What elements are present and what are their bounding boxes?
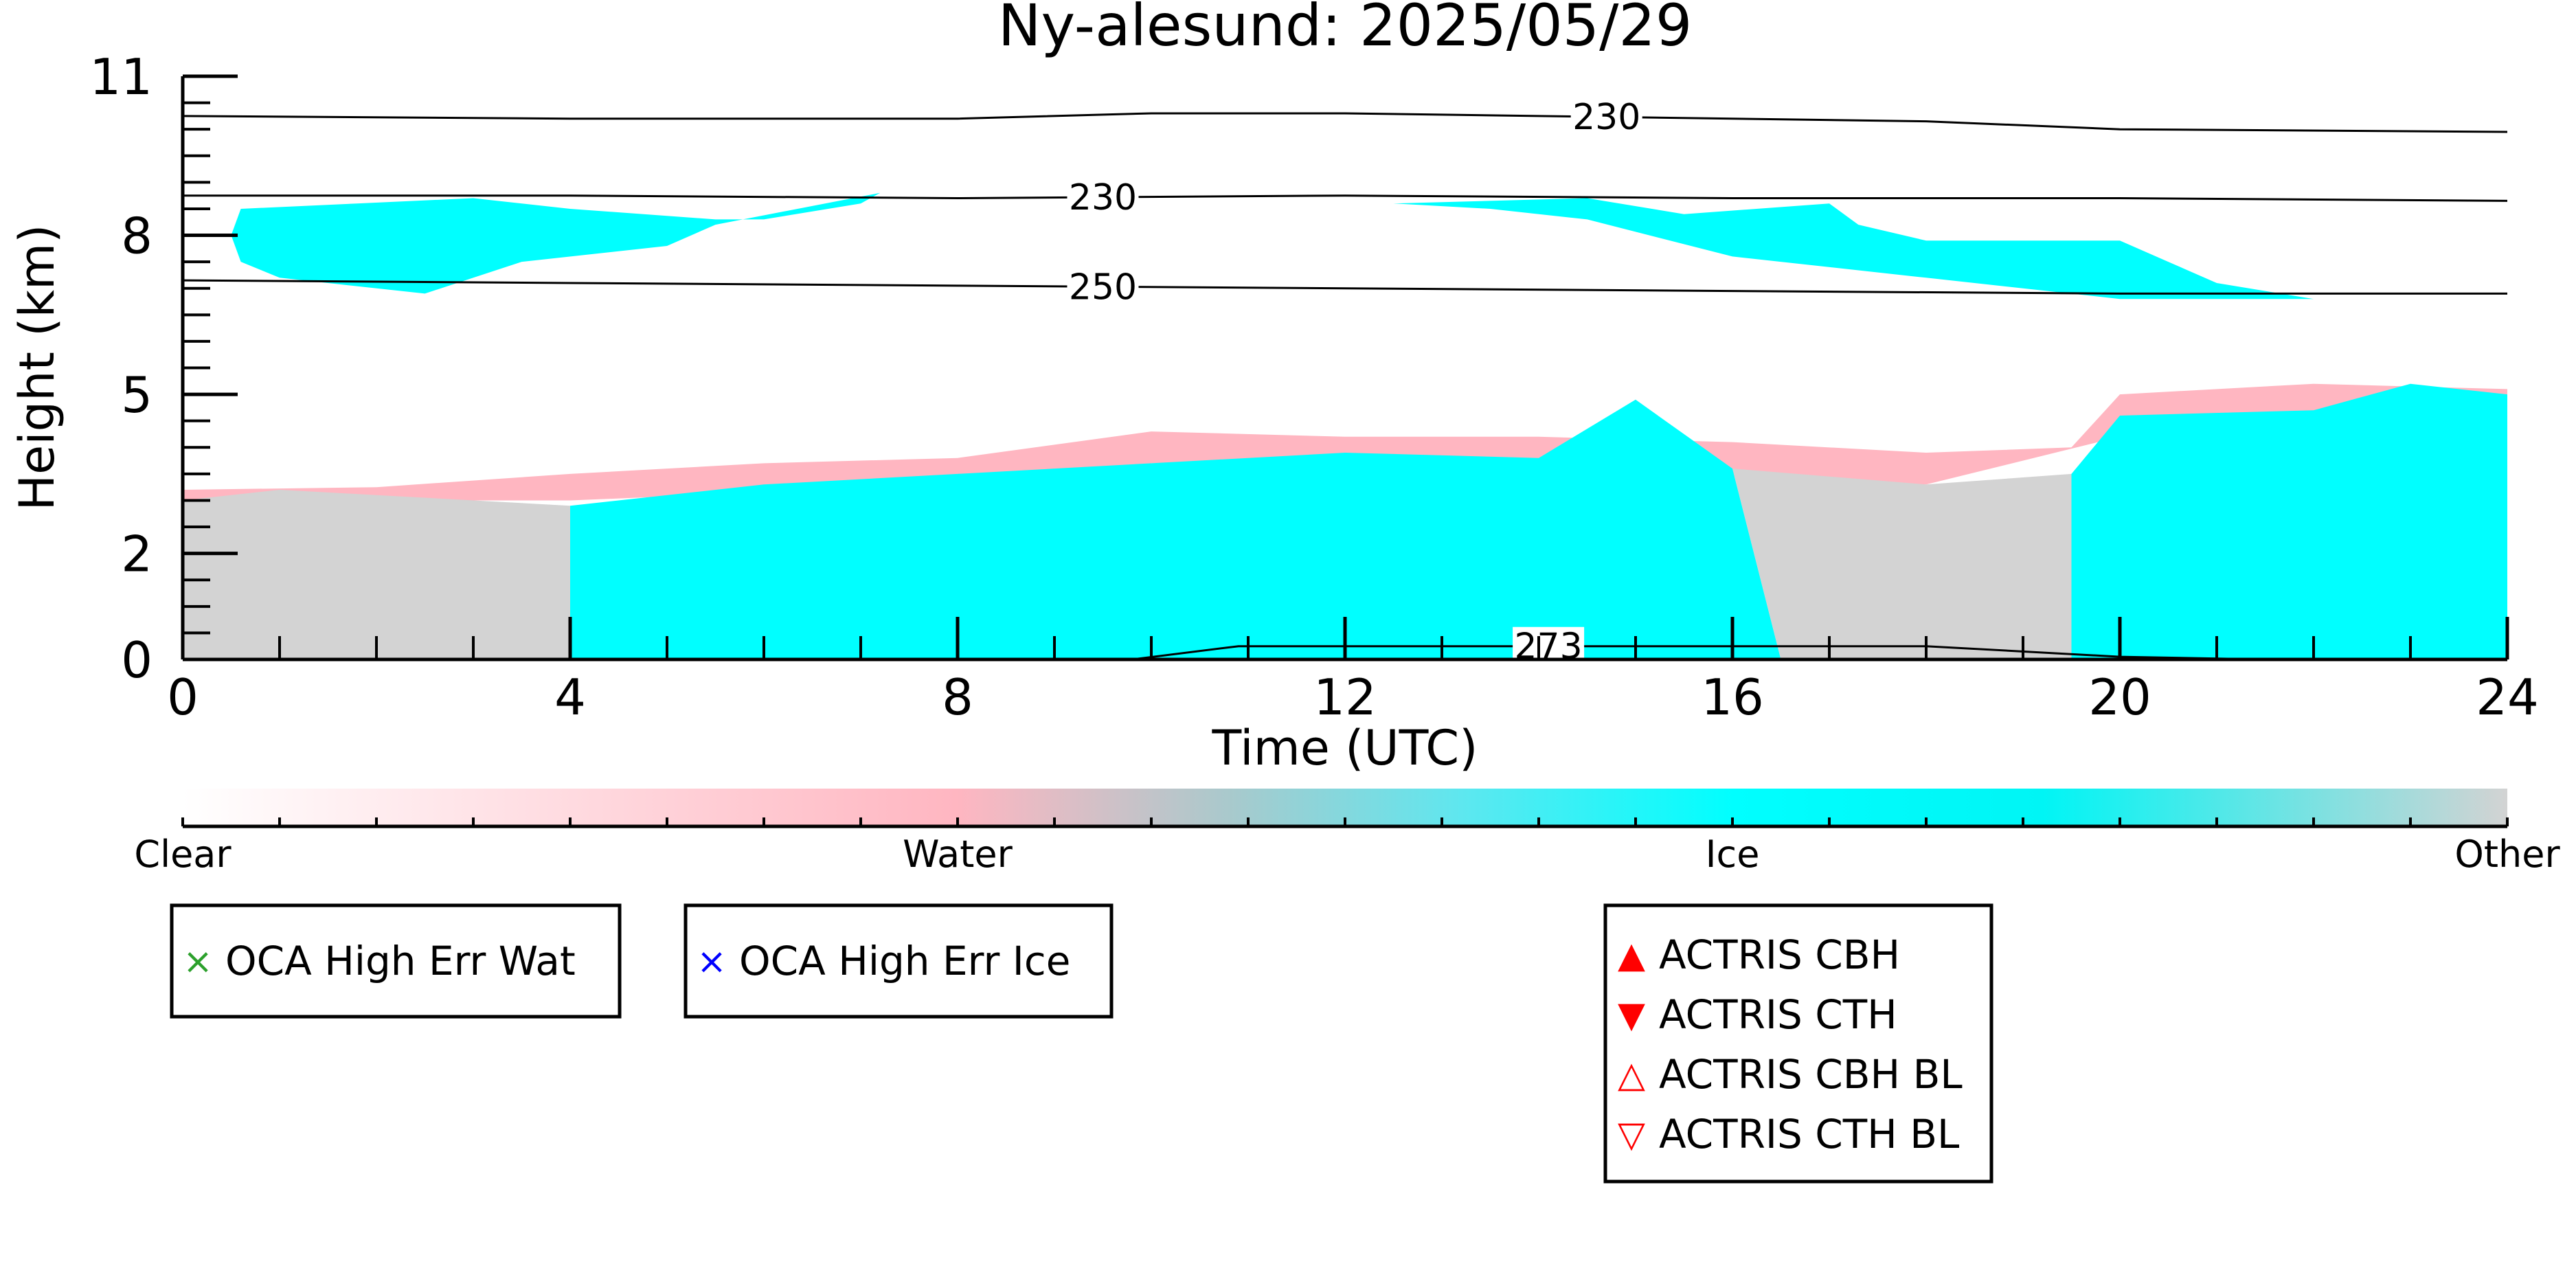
legend-frame	[170, 903, 622, 1019]
temperature-contour	[183, 194, 2507, 202]
legend-marker: △	[1618, 1054, 1645, 1096]
colorbar-label: Clear	[134, 833, 231, 876]
legend-label: ACTRIS CTH	[1659, 991, 1897, 1038]
colorbar-label: Ice	[1706, 833, 1760, 876]
legend-marker: ×	[697, 941, 727, 982]
legend-box: ▲ ACTRIS CBH ▼ ACTRIS CTH △ ACTRIS CBH BL ▽ ACT…	[1603, 903, 1993, 1184]
boundary-other-mid	[1732, 468, 2072, 659]
x-tick-label: 20	[2088, 668, 2151, 726]
y-tick-label: 0	[121, 631, 152, 689]
x-tick-label: 0	[167, 668, 199, 726]
y-tick-label: 2	[121, 526, 152, 583]
contour-label: 250	[1069, 267, 1137, 308]
colorbar: Clear Water Ice Other	[134, 789, 2560, 876]
y-tick-label: 11	[89, 48, 152, 106]
axes: 0 2 5 8 11 0 4 8 12 16 20 24	[89, 48, 2538, 726]
upper-ice-layer-2	[1393, 198, 2314, 300]
legend-marker: ▼	[1618, 995, 1645, 1036]
legend-marker: ▽	[1618, 1114, 1645, 1155]
contour-label-bg	[1570, 98, 1642, 137]
legend-box: × OCA High Err Wat	[170, 903, 622, 1019]
boundary-ice-main	[570, 399, 1781, 659]
x-tick-label: 12	[1313, 668, 1377, 726]
legend-label: OCA High Err Wat	[225, 938, 576, 984]
legend-box: × OCA High Err Ice	[683, 903, 1114, 1019]
x-tick-label: 8	[942, 668, 973, 726]
plot-area: 230 230 250 273	[183, 97, 2507, 668]
x-tick-label: 24	[2476, 668, 2539, 726]
boundary-ice-right	[2071, 383, 2507, 659]
x-axis-label: Time (UTC)	[1212, 720, 1478, 776]
colorbar-label: Water	[903, 833, 1013, 876]
legend-frame	[683, 903, 1114, 1019]
x-tick-label: 16	[1701, 668, 1764, 726]
boundary-other-left	[183, 490, 570, 659]
legend-marker: ▲	[1618, 935, 1645, 976]
temperature-contour	[183, 279, 2507, 295]
chart-title: Ny-alesund: 2025/05/29	[998, 0, 1693, 59]
colorbar-label: Other	[2454, 833, 2560, 876]
boundary-water-top	[183, 383, 2507, 501]
contour-label: 273	[1514, 626, 1582, 668]
contour-label: 230	[1572, 97, 1640, 138]
legend-label: ACTRIS CBH	[1659, 931, 1900, 978]
contour-label: 230	[1069, 177, 1137, 218]
temperature-contour	[183, 112, 2507, 133]
x-tick-label: 4	[554, 668, 586, 726]
contour-label-bg	[1067, 267, 1139, 306]
y-tick-label: 8	[121, 207, 152, 265]
y-axis-label: Height (km)	[9, 225, 65, 511]
upper-ice-layer-1	[231, 192, 881, 294]
y-tick-label: 5	[121, 366, 152, 424]
legend-label: OCA High Err Ice	[739, 938, 1070, 984]
contour-label-bg	[1513, 626, 1585, 659]
contour-label-bg	[1067, 178, 1139, 217]
legend-frame	[1603, 903, 1993, 1184]
legend-label: ACTRIS CTH BL	[1659, 1111, 1959, 1157]
legend-label: ACTRIS CBH BL	[1659, 1051, 1963, 1098]
legend-marker: ×	[183, 941, 213, 982]
